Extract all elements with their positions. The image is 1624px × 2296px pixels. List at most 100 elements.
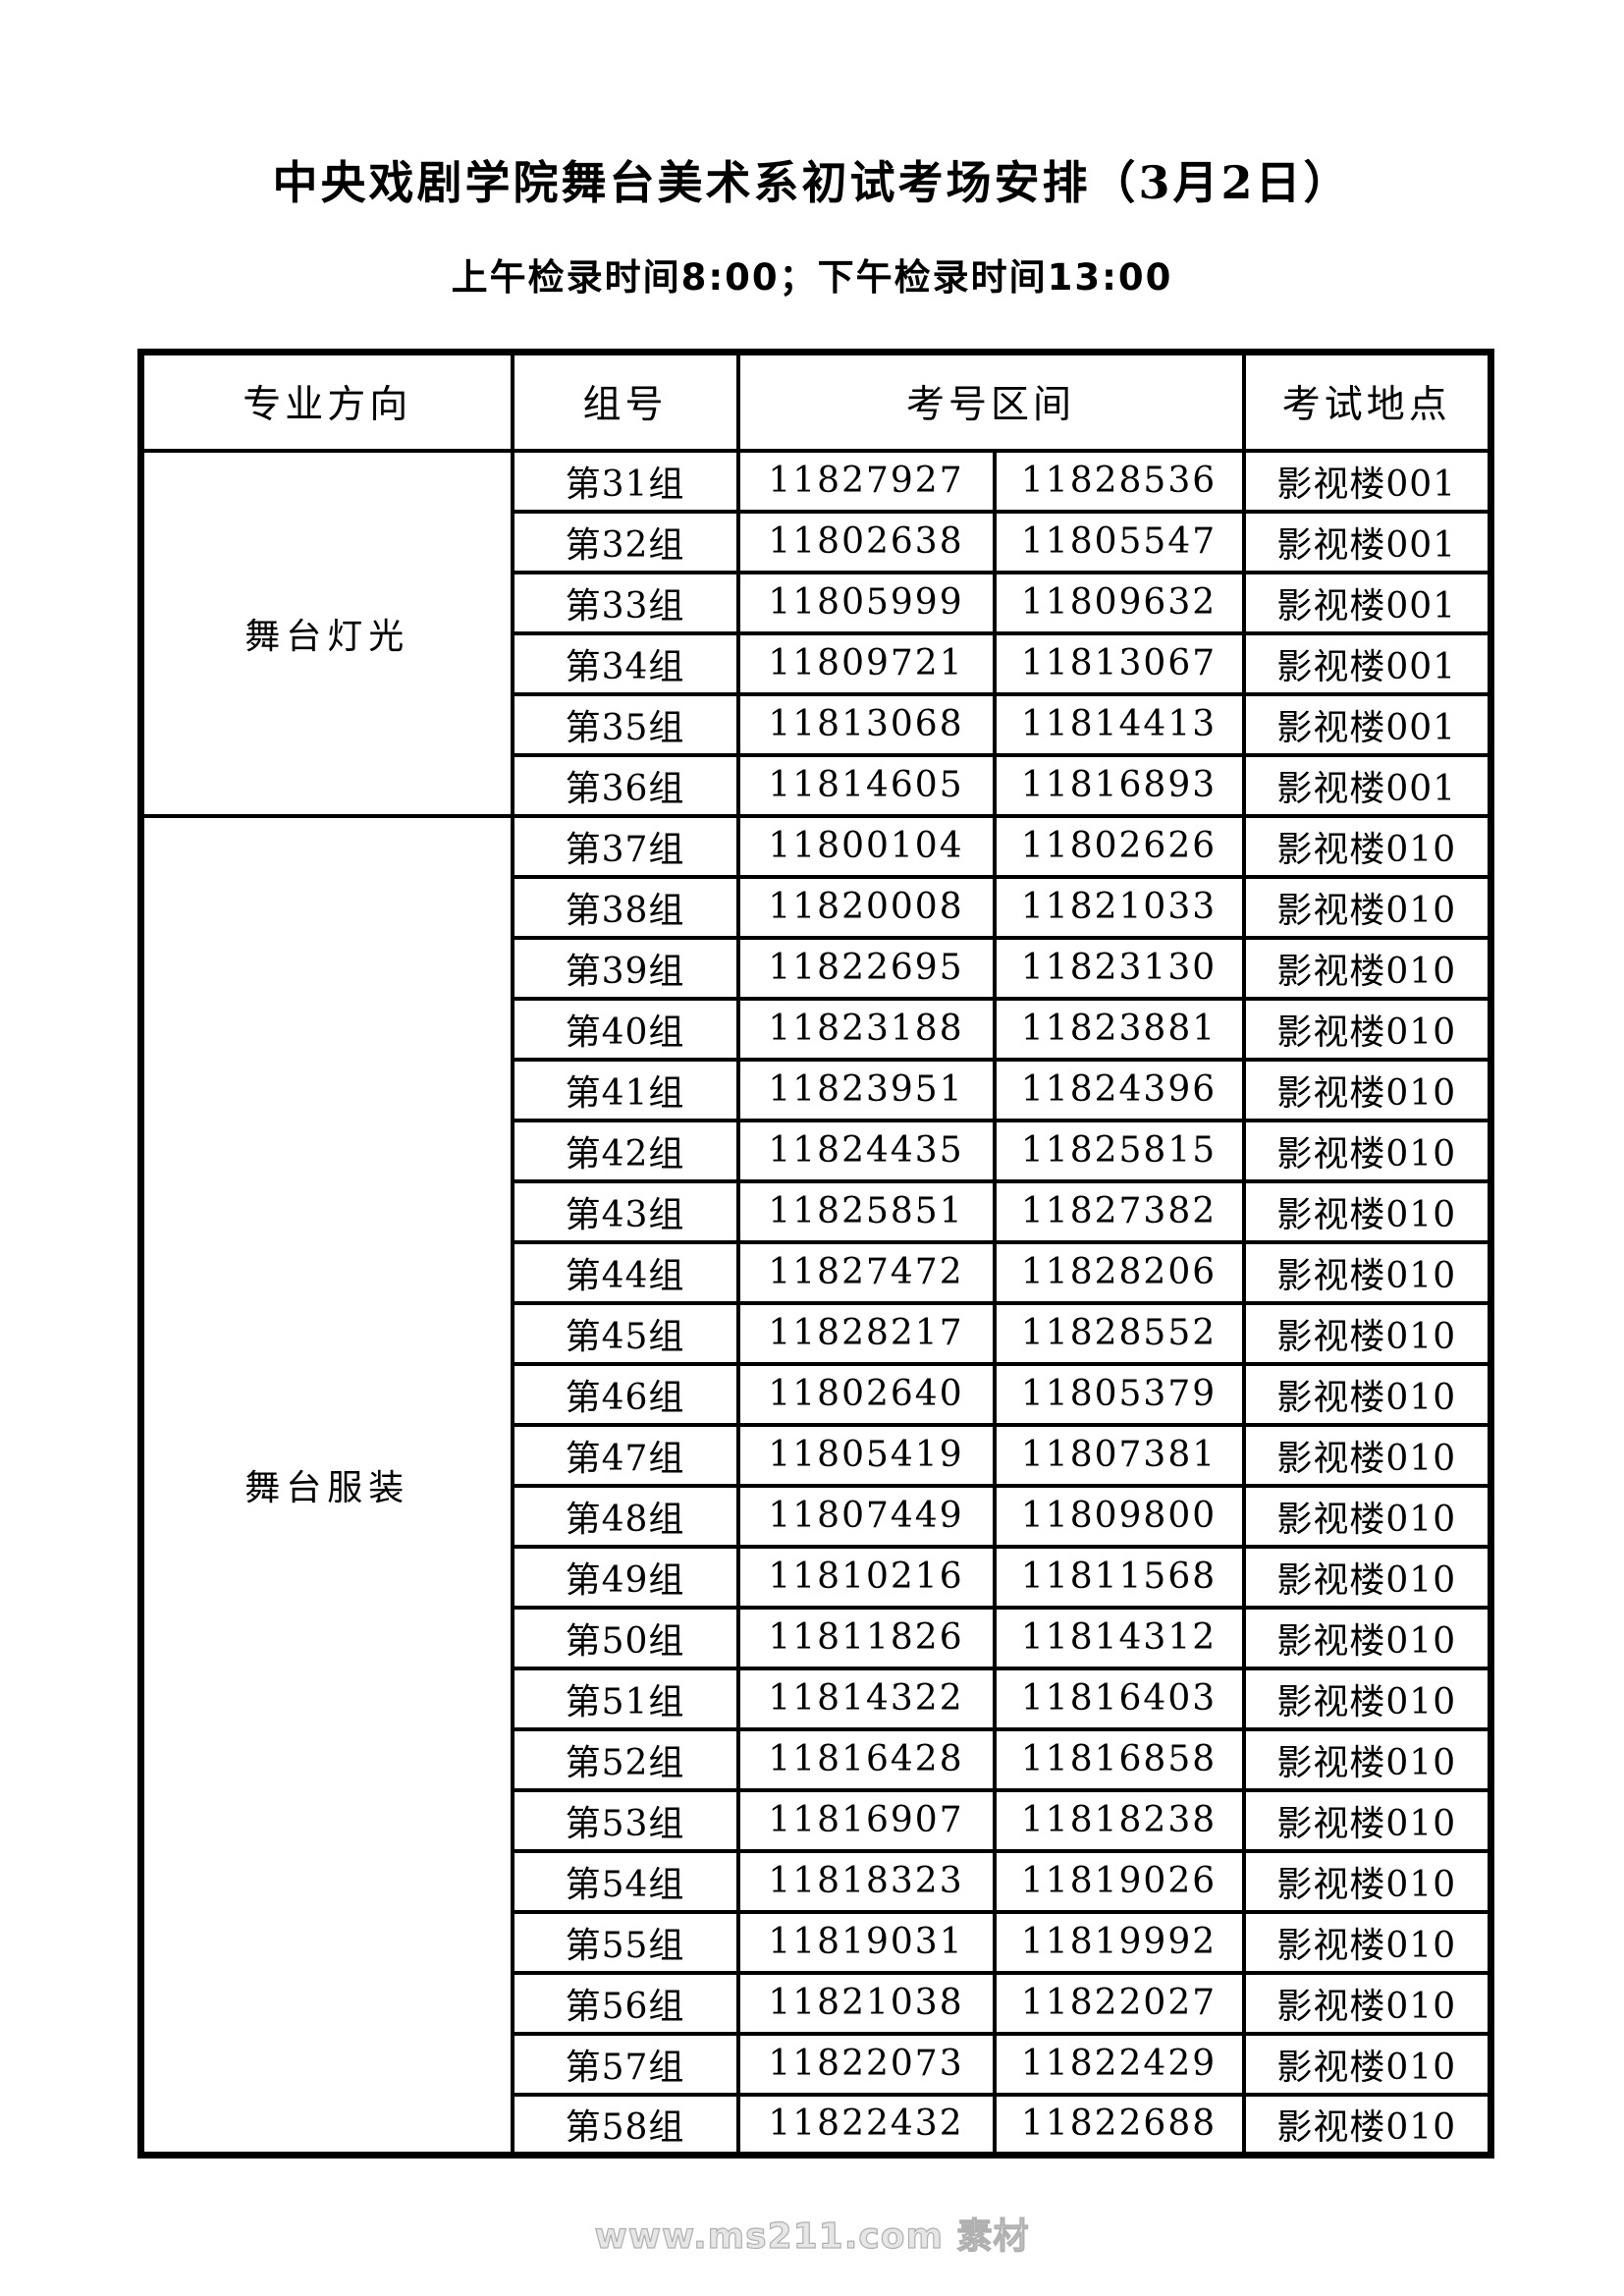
exam-number-start-cell: 11814605 (735, 752, 997, 818)
table-row: 第41组 11823951 11824396 影视楼010 (141, 1057, 1493, 1122)
header-exam-location: 考试地点 (1241, 350, 1493, 453)
exam-number-end-cell: 11819992 (992, 1909, 1246, 1975)
major-direction-cell: 舞台灯光 (138, 448, 514, 818)
exam-location-cell: 影视楼010 (1241, 1057, 1493, 1122)
group-number-cell: 第49组 (510, 1544, 740, 1610)
group-number-cell: 第46组 (510, 1361, 740, 1427)
exam-number-start-cell: 11816428 (735, 1726, 997, 1792)
table-row: 第35组 11813068 11814413 影视楼001 (141, 691, 1493, 757)
table-row: 第33组 11805999 11809632 影视楼001 (141, 570, 1493, 635)
group-number-cell: 第43组 (510, 1178, 740, 1244)
exam-number-end-cell: 11809632 (992, 570, 1246, 635)
table-header-row: 专业方向 组号 考号区间 考试地点 (138, 350, 1493, 453)
group-number-cell: 第47组 (510, 1422, 740, 1488)
exam-number-start-cell: 11823951 (735, 1057, 997, 1122)
exam-number-end-cell: 11805379 (992, 1361, 1246, 1427)
exam-number-start-cell: 11819031 (735, 1909, 997, 1975)
table-row: 第44组 11827472 11828206 影视楼010 (141, 1239, 1493, 1305)
exam-number-start-cell: 11818323 (735, 1848, 997, 1914)
table-row: 第47组 11805419 11807381 影视楼010 (141, 1422, 1493, 1488)
table-row: 第42组 11824435 11825815 影视楼010 (141, 1118, 1493, 1183)
exam-location-cell: 影视楼010 (1241, 1544, 1493, 1610)
table-row: 第34组 11809721 11813067 影视楼001 (141, 630, 1493, 696)
exam-number-start-cell: 11820008 (735, 874, 997, 940)
exam-number-start-cell: 11816907 (735, 1787, 997, 1853)
exam-number-end-cell: 11827382 (992, 1178, 1246, 1244)
group-number-cell: 第35组 (510, 691, 740, 757)
table-row: 第45组 11828217 11828552 影视楼010 (141, 1300, 1493, 1366)
exam-number-end-cell: 11816893 (992, 752, 1246, 818)
exam-number-end-cell: 11821033 (992, 874, 1246, 940)
exam-number-start-cell: 11828217 (735, 1300, 997, 1366)
table-row: 第52组 11816428 11816858 影视楼010 (141, 1726, 1493, 1792)
exam-location-cell: 影视楼010 (1241, 1970, 1493, 2036)
exam-number-end-cell: 11828536 (992, 448, 1246, 514)
exam-location-cell: 影视楼001 (1241, 630, 1493, 696)
table-row: 第40组 11823188 11823881 影视楼010 (141, 996, 1493, 1062)
exam-number-start-cell: 11822695 (735, 935, 997, 1001)
exam-location-cell: 影视楼001 (1241, 691, 1493, 757)
check-in-time-subtitle: 上午检录时间8:00；下午检录时间13:00 (451, 256, 1173, 299)
exam-location-cell: 影视楼010 (1241, 935, 1493, 1001)
group-number-cell: 第52组 (510, 1726, 740, 1792)
exam-location-cell: 影视楼010 (1241, 1422, 1493, 1488)
exam-number-end-cell: 11816858 (992, 1726, 1246, 1792)
table-row: 第48组 11807449 11809800 影视楼010 (141, 1483, 1493, 1549)
header-group-number: 组号 (510, 350, 740, 453)
table-row: 第39组 11822695 11823130 影视楼010 (141, 935, 1493, 1001)
exam-number-start-cell: 11827927 (735, 448, 997, 514)
exam-location-cell: 影视楼010 (1241, 1787, 1493, 1853)
table-row: 第58组 11822432 11822688 影视楼010 (141, 2092, 1493, 2158)
exam-number-start-cell: 11822432 (735, 2092, 997, 2158)
exam-number-end-cell: 11823130 (992, 935, 1246, 1001)
table-row: 第50组 11811826 11814312 影视楼010 (141, 1605, 1493, 1670)
group-number-cell: 第32组 (510, 509, 740, 574)
exam-location-cell: 影视楼010 (1241, 813, 1493, 879)
exam-location-cell: 影视楼010 (1241, 1848, 1493, 1914)
table-row: 第55组 11819031 11819992 影视楼010 (141, 1909, 1493, 1975)
group-number-cell: 第39组 (510, 935, 740, 1001)
group-number-cell: 第34组 (510, 630, 740, 696)
table-row: 第56组 11821038 11822027 影视楼010 (141, 1970, 1493, 2036)
table-row: 第38组 11820008 11821033 影视楼010 (141, 874, 1493, 940)
exam-number-start-cell: 11813068 (735, 691, 997, 757)
exam-location-cell: 影视楼010 (1241, 874, 1493, 940)
table-row: 第32组 11802638 11805547 影视楼001 (141, 509, 1493, 574)
exam-location-cell: 影视楼010 (1241, 1300, 1493, 1366)
exam-location-cell: 影视楼010 (1241, 1361, 1493, 1427)
exam-location-cell: 影视楼010 (1241, 1239, 1493, 1305)
exam-table-body: 舞台灯光 第31组 11827927 11828536 影视楼001 第32组 118026… (138, 448, 1493, 2158)
table-row: 第57组 11822073 11822429 影视楼010 (141, 2031, 1493, 2097)
table-row: 第43组 11825851 11827382 影视楼010 (141, 1178, 1493, 1244)
table-row: 第51组 11814322 11816403 影视楼010 (141, 1666, 1493, 1731)
exam-room-table: 专业方向 组号 考号区间 考试地点 舞台灯光 第31组 11827927 118285… (137, 349, 1495, 2159)
group-number-cell: 第37组 (510, 813, 740, 879)
group-number-cell: 第38组 (510, 874, 740, 940)
exam-number-start-cell: 11823188 (735, 996, 997, 1062)
exam-location-cell: 影视楼010 (1241, 1726, 1493, 1792)
site-watermark: www.ms211.com 素材 (594, 2215, 1030, 2257)
group-number-cell: 第45组 (510, 1300, 740, 1366)
exam-number-end-cell: 11819026 (992, 1848, 1246, 1914)
table-row: 第53组 11816907 11818238 影视楼010 (141, 1787, 1493, 1853)
exam-number-start-cell: 11810216 (735, 1544, 997, 1610)
group-number-cell: 第54组 (510, 1848, 740, 1914)
table-row: 舞台服装 第37组 11800104 11802626 影视楼010 (138, 813, 1493, 2158)
group-number-cell: 第57组 (510, 2031, 740, 2097)
exam-location-cell: 影视楼010 (1241, 2031, 1493, 2097)
exam-number-end-cell: 11823881 (992, 996, 1246, 1062)
group-number-cell: 第53组 (510, 1787, 740, 1853)
exam-number-start-cell: 11809721 (735, 630, 997, 696)
exam-location-cell: 影视楼010 (1241, 2092, 1493, 2158)
exam-number-end-cell: 11822027 (992, 1970, 1246, 2036)
group-number-cell: 第36组 (510, 752, 740, 818)
exam-location-cell: 影视楼001 (1241, 570, 1493, 635)
exam-number-start-cell: 11800104 (735, 813, 997, 879)
exam-number-end-cell: 11828552 (992, 1300, 1246, 1366)
exam-location-cell: 影视楼010 (1241, 1483, 1493, 1549)
exam-number-start-cell: 11824435 (735, 1118, 997, 1183)
header-exam-number-range: 考号区间 (735, 350, 1246, 453)
group-number-cell: 第33组 (510, 570, 740, 635)
exam-number-end-cell: 11811568 (992, 1544, 1246, 1610)
